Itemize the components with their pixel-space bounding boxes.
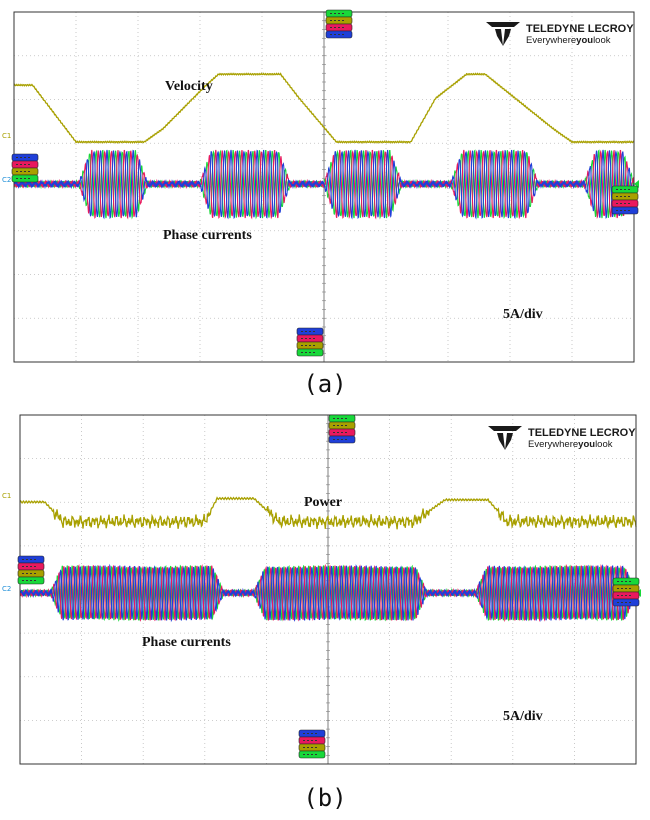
- readout-top: [328, 414, 356, 444]
- caption-a: (a): [303, 370, 347, 398]
- series-phase-current-2-line: [13, 149, 635, 220]
- annotation-velocity: Velocity: [165, 79, 213, 94]
- logo-mark-left: [495, 29, 503, 46]
- tagline-bold: you: [578, 439, 595, 450]
- annotation-phase-currents: Phase currents: [163, 228, 252, 243]
- tagline-bold: you: [576, 35, 593, 46]
- annotation-scale: 5A/div: [503, 307, 543, 322]
- channel-label-c2: C2: [2, 585, 11, 593]
- readout-right: [611, 185, 639, 215]
- annotation-power: Power: [304, 495, 342, 510]
- series-phase-current-1-line: [19, 563, 637, 623]
- readout-bottom: [298, 729, 326, 759]
- caption-b: (b): [303, 784, 347, 812]
- annotation-scale: 5A/div: [503, 709, 543, 724]
- logo-mark-top: [486, 22, 520, 27]
- logo-mark-top: [488, 426, 522, 431]
- annotation-phase-currents: Phase currents: [142, 635, 231, 650]
- logo-mark-right: [505, 433, 513, 450]
- brand-name: TELEDYNE LECROY: [528, 427, 636, 439]
- brand-tagline: Everywhereyoulook: [528, 439, 613, 450]
- channel-label-c1: C1: [2, 492, 11, 500]
- series-phase-current-3-line: [19, 564, 637, 622]
- channel-label-c2: C2: [2, 176, 11, 184]
- series-velocity-line: [13, 72, 635, 144]
- logo-mark-right: [503, 29, 511, 46]
- readout-right: [612, 577, 640, 607]
- brand-tagline: Everywhereyoulook: [526, 35, 611, 46]
- readout-top: [325, 9, 353, 39]
- series-phase-current-1-line: [13, 149, 635, 220]
- tagline-pre: Everywhere: [528, 439, 578, 450]
- readout-left: [11, 153, 39, 183]
- oscilloscope-panel-b: C1 C2 TELEDYNE LECROY Everywhereyoulook Powe…: [0, 410, 650, 820]
- tagline-pre: Everywhere: [526, 35, 576, 46]
- tagline-post: look: [595, 439, 613, 450]
- oscilloscope-panel-a: C1 C2 TELEDYNE LECROY Everywhereyoulook Velo…: [2, 9, 639, 363]
- channel-label-c1: C1: [2, 132, 11, 140]
- series-phase-current-2-line: [19, 563, 637, 623]
- logo-mark-left: [497, 433, 505, 450]
- series-power-line: [19, 496, 637, 530]
- level-marker-right: [634, 180, 639, 188]
- tagline-post: look: [593, 35, 611, 46]
- readout-bottom: [296, 327, 324, 357]
- readout-left: [17, 555, 45, 585]
- brand-name: TELEDYNE LECROY: [526, 23, 634, 35]
